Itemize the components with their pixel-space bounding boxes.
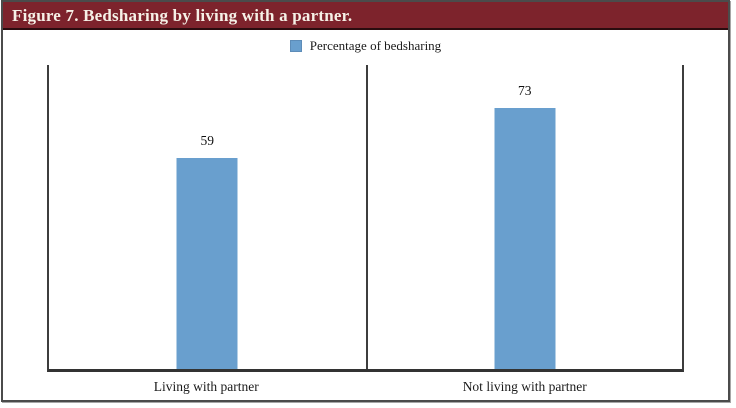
bar-living-with-partner [176, 158, 238, 369]
bar-not-living-with-partner [494, 107, 556, 369]
plot-area: 59 73 [47, 65, 684, 372]
x-axis-labels: Living with partner Not living with part… [47, 379, 684, 395]
chart-legend: Percentage of bedsharing [3, 38, 728, 53]
x-axis-label-not-living-with-partner: Not living with partner [462, 379, 587, 394]
bar-value-label: 59 [200, 133, 215, 148]
figure-title: Figure 7. Bedsharing by living with a pa… [12, 5, 353, 25]
legend-swatch-icon [289, 39, 302, 52]
legend-label: Percentage of bedsharing [309, 37, 442, 53]
x-axis-label-living-with-partner: Living with partner [153, 379, 259, 394]
panel-living-with-partner: 59 [49, 65, 366, 369]
figure-header: Figure 7. Bedsharing by living with a pa… [3, 2, 728, 30]
figure-frame: Figure 7. Bedsharing by living with a pa… [1, 0, 730, 402]
panel-not-living-with-partner: 73 [365, 65, 683, 369]
bar-value-label: 73 [518, 82, 532, 98]
